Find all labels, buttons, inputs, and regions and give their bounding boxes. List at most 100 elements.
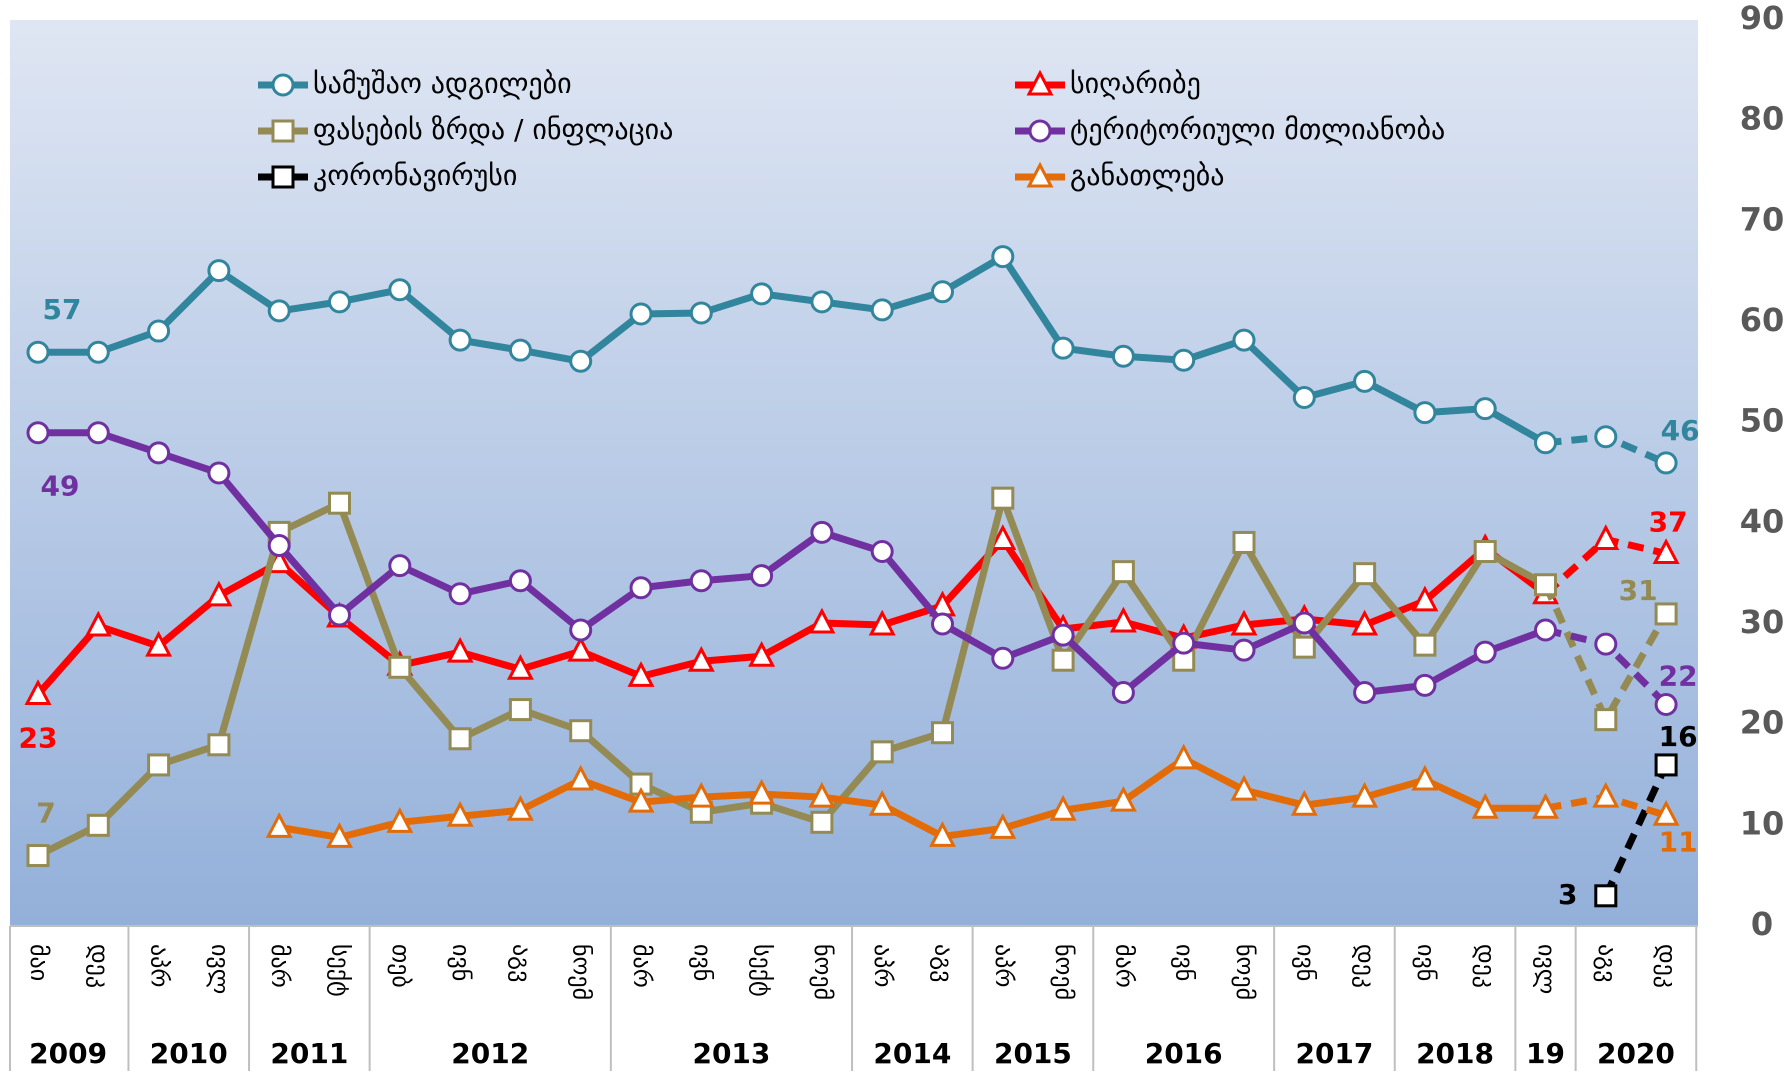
- point: [1413, 633, 1437, 657]
- point: [86, 421, 110, 445]
- y-tick-label: 90: [1740, 0, 1785, 37]
- point: [271, 119, 295, 143]
- x-tick-label: აგვ: [1593, 944, 1621, 982]
- year-label: 2011: [270, 1037, 348, 1070]
- point: [1594, 708, 1618, 732]
- point: [1292, 386, 1316, 409]
- y-tick-label: 20: [1740, 704, 1785, 742]
- point: [748, 778, 776, 805]
- year-label: 2010: [150, 1037, 228, 1070]
- point: [386, 807, 414, 833]
- point: [1028, 119, 1052, 143]
- point: [1026, 69, 1054, 96]
- legend-label: სამუშაო ადგილები: [313, 67, 572, 100]
- point: [929, 821, 956, 847]
- y-tick-label: 0: [1751, 905, 1773, 943]
- point: [748, 640, 776, 667]
- x-tick-label: ივლ: [206, 944, 234, 994]
- point: [448, 727, 472, 751]
- data-label: 22: [1659, 660, 1698, 693]
- point: [1592, 781, 1620, 808]
- year-label: 2017: [1295, 1037, 1373, 1070]
- x-tick-label: მარ: [628, 944, 656, 988]
- y-tick-label: 50: [1740, 402, 1785, 440]
- point: [810, 810, 834, 834]
- point: [569, 719, 593, 743]
- x-tick-label: მარ: [266, 944, 294, 988]
- point: [508, 698, 532, 722]
- point: [86, 813, 110, 837]
- legend-label: სიღარიბე: [1070, 67, 1201, 100]
- point: [1654, 693, 1678, 717]
- data-label: 11: [1659, 825, 1698, 858]
- year-label: 2012: [451, 1037, 529, 1070]
- x-tick-label: დეკ: [1653, 944, 1681, 988]
- x-tick-label: ივნ: [688, 944, 716, 981]
- point: [147, 753, 171, 777]
- point: [629, 576, 653, 600]
- point: [145, 630, 173, 657]
- year-label: 2014: [873, 1037, 951, 1070]
- x-tick-label: ნოემ: [1231, 944, 1259, 1000]
- point: [388, 278, 412, 302]
- data-label: 23: [19, 721, 58, 754]
- y-tick-label: 60: [1740, 301, 1785, 339]
- point: [506, 654, 534, 680]
- point: [1051, 623, 1075, 647]
- point: [1292, 611, 1316, 635]
- data-label: 57: [43, 293, 82, 326]
- point: [1051, 336, 1075, 360]
- point: [689, 569, 713, 593]
- point: [26, 340, 50, 364]
- x-tick-label: მარ: [1110, 944, 1138, 988]
- point: [1594, 632, 1618, 656]
- legend-label: ტერიტორიული მთლიანობა: [1070, 113, 1445, 146]
- point: [326, 822, 353, 848]
- point: [1413, 673, 1437, 697]
- point: [1411, 764, 1439, 791]
- point: [1292, 635, 1316, 659]
- point: [388, 554, 412, 578]
- point: [205, 580, 233, 607]
- point: [1654, 451, 1678, 475]
- point: [687, 646, 715, 672]
- point: [1594, 425, 1618, 449]
- point: [569, 349, 593, 373]
- point: [567, 764, 595, 791]
- point: [448, 582, 472, 606]
- point: [1652, 538, 1680, 565]
- point: [1109, 606, 1137, 633]
- y-tick-label: 10: [1740, 804, 1785, 842]
- year-label: 2009: [29, 1037, 107, 1070]
- year-label: 19: [1526, 1037, 1565, 1070]
- point: [1351, 781, 1379, 808]
- point: [991, 245, 1015, 269]
- point: [147, 441, 171, 465]
- x-tick-label: ივნ: [1291, 944, 1319, 981]
- data-label: 3: [1558, 878, 1577, 911]
- point: [569, 618, 593, 642]
- x-tick-label: აგვ: [930, 944, 958, 982]
- point: [147, 319, 171, 343]
- point: [267, 533, 291, 557]
- point: [870, 540, 894, 564]
- year-label: 2020: [1597, 1037, 1675, 1070]
- point: [1353, 680, 1377, 704]
- point: [931, 612, 954, 636]
- point: [1026, 161, 1054, 188]
- y-tick-label: 40: [1740, 502, 1785, 540]
- point: [446, 801, 474, 827]
- legend-label: განათლება: [1070, 159, 1225, 192]
- point: [1051, 648, 1075, 672]
- y-tick-label: 30: [1740, 603, 1785, 641]
- point: [1232, 638, 1256, 662]
- point: [1473, 397, 1497, 421]
- point: [1230, 774, 1258, 801]
- point: [629, 302, 653, 326]
- point: [870, 740, 894, 764]
- point: [750, 564, 774, 588]
- point: [1592, 524, 1620, 550]
- point: [991, 646, 1015, 670]
- data-label: 31: [1619, 574, 1658, 607]
- point: [1230, 609, 1258, 636]
